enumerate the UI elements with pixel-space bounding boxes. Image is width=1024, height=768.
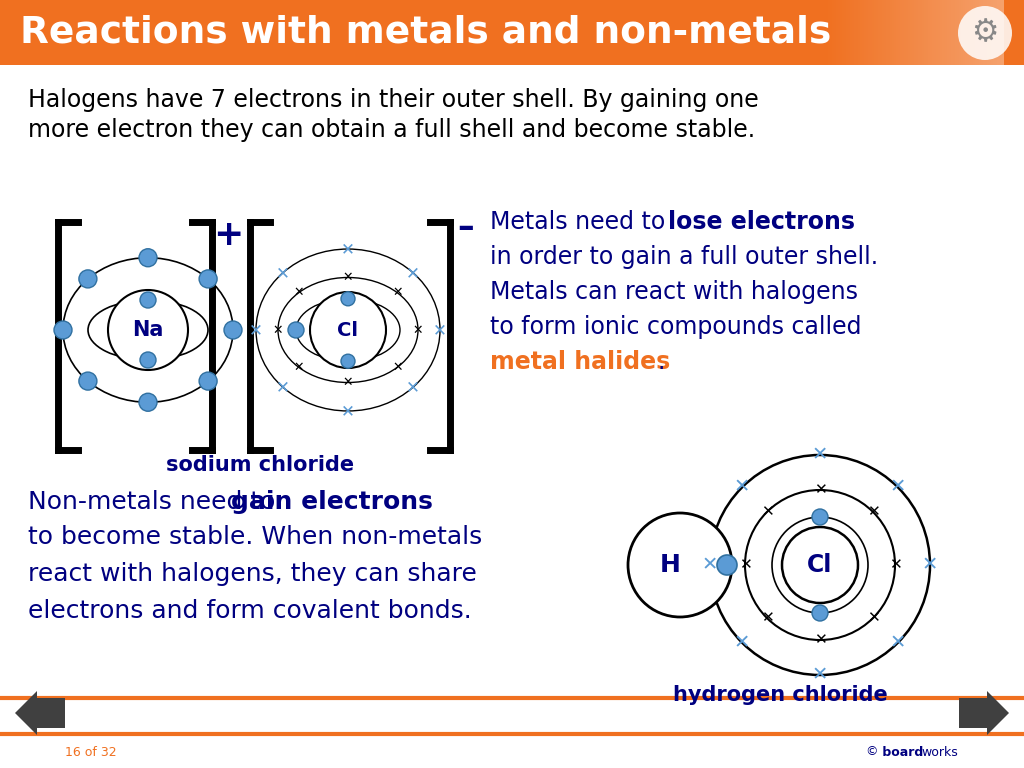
Text: ✕: ✕ [812,666,828,684]
Text: .: . [658,350,666,374]
Circle shape [108,290,188,370]
Circle shape [812,509,828,525]
Text: ✕: ✕ [734,634,751,652]
Text: ✕: ✕ [866,505,880,519]
Circle shape [79,372,97,390]
Text: ✕: ✕ [761,611,773,625]
Circle shape [341,292,355,306]
Circle shape [199,372,217,390]
Text: ✕: ✕ [922,555,938,574]
Text: Reactions with metals and non-metals: Reactions with metals and non-metals [20,15,831,51]
Text: ✕: ✕ [734,478,751,497]
Text: board: board [878,746,924,759]
Text: ✕: ✕ [341,240,355,258]
Circle shape [288,322,304,338]
Text: 16 of 32: 16 of 32 [65,746,117,759]
Text: ✕: ✕ [814,633,826,647]
Circle shape [140,292,156,308]
Text: ©: © [865,746,878,759]
Text: gain electrons: gain electrons [231,490,433,514]
Text: ✕: ✕ [738,558,752,572]
Text: ✕: ✕ [701,555,718,574]
Circle shape [958,6,1012,60]
Text: ✕: ✕ [343,376,353,389]
Text: Cl: Cl [338,320,358,339]
Text: ✕: ✕ [293,361,304,373]
Circle shape [782,527,858,603]
Text: Na: Na [132,320,164,340]
Text: lose electrons: lose electrons [668,210,855,234]
Text: Non-metals need to: Non-metals need to [28,490,284,514]
Text: ✕: ✕ [343,271,353,284]
Text: ✕: ✕ [293,286,304,300]
Text: hydrogen chloride: hydrogen chloride [673,685,888,705]
Text: ✕: ✕ [407,379,420,396]
Bar [0,0,1024,65]
Text: ✕: ✕ [341,402,355,420]
Circle shape [140,352,156,368]
Text: ✕: ✕ [723,556,737,574]
Text: ⚙: ⚙ [972,18,998,48]
Text: ✕: ✕ [407,263,420,282]
Text: works: works [921,746,957,759]
Text: ✕: ✕ [890,478,906,497]
Text: –: – [458,211,474,244]
Circle shape [628,513,732,617]
Text: in order to gain a full outer shell.: in order to gain a full outer shell. [490,245,879,269]
Text: ✕: ✕ [392,361,402,373]
Circle shape [717,555,737,575]
Text: ✕: ✕ [812,445,828,465]
Circle shape [54,321,72,339]
Text: metal halides: metal halides [490,350,671,374]
Text: electrons and form covalent bonds.: electrons and form covalent bonds. [28,599,472,623]
Circle shape [139,249,157,266]
Text: ✕: ✕ [890,634,906,652]
Text: ✕: ✕ [392,286,402,300]
Text: ✕: ✕ [761,505,773,519]
Text: ✕: ✕ [889,558,901,572]
Text: Metals can react with halogens: Metals can react with halogens [490,280,858,304]
Text: Halogens have 7 electrons in their outer shell. By gaining one: Halogens have 7 electrons in their outer… [28,88,759,112]
Text: to become stable. When non-metals: to become stable. When non-metals [28,525,482,549]
Text: +: + [213,218,243,252]
Circle shape [199,270,217,288]
Text: Cl: Cl [807,553,833,577]
Text: H: H [659,553,680,577]
Text: ✕: ✕ [413,323,423,336]
Circle shape [341,354,355,368]
Text: more electron they can obtain a full shell and become stable.: more electron they can obtain a full she… [28,118,755,142]
Text: to form ionic compounds called: to form ionic compounds called [490,315,861,339]
Circle shape [310,292,386,368]
Text: Metals need to: Metals need to [490,210,673,234]
Circle shape [139,393,157,411]
Text: ✕: ✕ [433,321,446,339]
Text: ✕: ✕ [272,323,284,336]
Circle shape [812,605,828,621]
Circle shape [224,321,242,339]
Text: ✕: ✕ [866,611,880,625]
Text: ✕: ✕ [249,321,263,339]
Text: ✕: ✕ [276,263,290,282]
Text: ✕: ✕ [814,482,826,498]
Text: react with halogens, they can share: react with halogens, they can share [28,562,477,586]
Circle shape [79,270,97,288]
Text: sodium chloride: sodium chloride [166,455,354,475]
FancyArrow shape [15,691,65,735]
Text: ✕: ✕ [276,379,290,396]
FancyArrow shape [959,691,1009,735]
